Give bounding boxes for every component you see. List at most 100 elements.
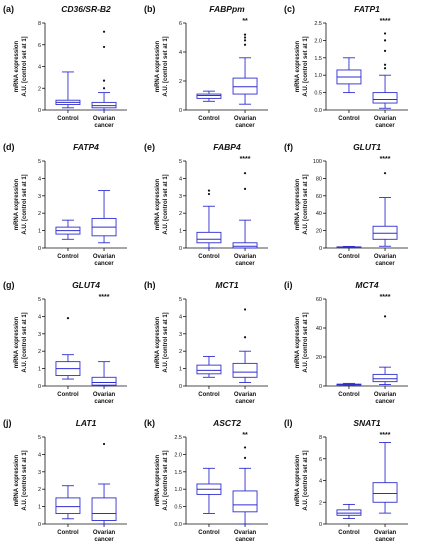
significance-stars: ****: [380, 432, 391, 439]
box-ovarian-cancer: [372, 92, 398, 104]
panel-letter: (i): [284, 280, 293, 290]
box-control: [55, 497, 81, 515]
x-tick-label-ovarian: Ovarian: [374, 116, 397, 122]
y-tick-label: 80: [316, 176, 322, 182]
panel-title: GLUT1: [353, 142, 381, 152]
panel-d: (d) FATP4 mRNA expression A.U. [control set…: [3, 142, 127, 267]
y-tick-label: 1.5: [314, 56, 322, 62]
panel-title: FATP4: [73, 142, 99, 152]
x-tick-label-ovarian: Ovarian: [234, 116, 257, 122]
y-tick-label: 1.0: [174, 487, 182, 493]
outlier-point: [243, 308, 247, 311]
x-tick-label-control: Control: [198, 116, 220, 122]
y-tick-label: 0.5: [174, 505, 182, 511]
panel-letter: (g): [3, 280, 15, 290]
panel-title: LAT1: [76, 418, 97, 428]
panel-l: (l) SNAT1 mRNA expression A.U. [control set…: [284, 418, 408, 543]
y-tick-label: 1.0: [314, 73, 322, 79]
y-axis-title-line1: mRNA expression: [295, 316, 301, 368]
box-control: [196, 231, 222, 244]
panel-title: SNAT1: [353, 418, 381, 428]
x-tick-label-cancer: cancer: [235, 261, 255, 267]
y-tick-label: 2: [179, 349, 182, 355]
x-tick-label-control: Control: [338, 116, 360, 122]
y-tick-label: 60: [316, 297, 322, 303]
x-tick-label-cancer: cancer: [375, 399, 395, 405]
y-tick-label: 2.5: [314, 21, 322, 27]
panel-h: (h) MCT1 mRNA expression A.U. [control set …: [144, 280, 268, 405]
y-tick-label: 20: [316, 355, 322, 361]
y-axis-title-line1: mRNA expression: [155, 40, 161, 92]
y-tick-label: 6: [38, 43, 41, 49]
box-ovarian-cancer: [372, 373, 398, 383]
outlier-point: [383, 32, 387, 35]
panel-letter: (d): [3, 142, 15, 152]
y-tick-label: 4: [38, 176, 41, 182]
y-axis-title-line1: mRNA expression: [14, 40, 20, 92]
significance-stars: ****: [380, 18, 391, 25]
outlier-point: [243, 33, 247, 36]
panel-c: (c) FATP1 mRNA expression A.U. [control set…: [284, 4, 408, 129]
outlier-point: [383, 67, 387, 70]
y-tick-label: 40: [316, 326, 322, 332]
panel-title: ASCT2: [212, 418, 241, 428]
y-tick-label: 1.5: [174, 470, 182, 476]
panel-letter: (l): [284, 418, 293, 428]
panel-letter: (b): [144, 4, 156, 14]
box-ovarian-cancer: [91, 497, 117, 521]
outlier-point: [383, 49, 387, 52]
panel-a: (a) CD36/SR-B2 mRNA expression A.U. [contro…: [3, 4, 127, 129]
outlier-point: [207, 189, 211, 192]
y-tick-label: 0: [179, 384, 182, 390]
y-axis-title-line2: A.U. [control set at 1]: [303, 312, 309, 372]
y-tick-label: 6: [319, 457, 322, 463]
y-tick-label: 5: [179, 297, 182, 303]
significance-stars: ****: [99, 294, 110, 301]
y-axis-title-line1: mRNA expression: [14, 454, 20, 506]
x-tick-label-cancer: cancer: [235, 537, 255, 543]
x-tick-label-ovarian: Ovarian: [234, 392, 257, 398]
significance-stars: **: [242, 18, 248, 25]
x-tick-label-control: Control: [198, 254, 220, 260]
panel-title: FABPpm: [209, 4, 245, 14]
significance-stars: ****: [240, 156, 251, 163]
outlier-point: [243, 36, 247, 39]
y-axis-title-line2: A.U. [control set at 1]: [22, 450, 28, 510]
significance-stars: **: [242, 432, 248, 439]
significance-stars: ****: [380, 156, 391, 163]
panel-title: GLUT4: [72, 280, 100, 290]
y-tick-label: 20: [316, 229, 322, 235]
y-tick-label: 1: [179, 229, 182, 235]
y-tick-label: 0: [319, 384, 322, 390]
x-tick-label-control: Control: [198, 530, 220, 536]
y-axis-title-line1: mRNA expression: [295, 178, 301, 230]
x-tick-label-control: Control: [198, 392, 220, 398]
y-axis-title-line1: mRNA expression: [155, 454, 161, 506]
y-tick-label: 3: [38, 194, 41, 200]
y-tick-label: 0.5: [314, 91, 322, 97]
panel-letter: (h): [144, 280, 156, 290]
box-ovarian-cancer: [232, 490, 258, 513]
y-tick-label: 3: [38, 470, 41, 476]
panel-i: (i) MCT4 mRNA expression A.U. [control set …: [284, 280, 408, 405]
x-tick-label-control: Control: [57, 392, 79, 398]
y-tick-label: 2: [38, 86, 41, 92]
y-axis-title-line2: A.U. [control set at 1]: [163, 174, 169, 234]
box-ovarian-cancer: [91, 376, 117, 386]
outlier-point: [243, 446, 247, 449]
x-tick-label-cancer: cancer: [235, 123, 255, 129]
outlier-point: [102, 442, 106, 446]
panel-title: CD36/SR-B2: [61, 4, 111, 14]
significance-stars: ****: [380, 294, 391, 301]
outlier-point: [383, 63, 387, 66]
y-axis-title-line1: mRNA expression: [14, 178, 20, 230]
x-tick-label-ovarian: Ovarian: [93, 392, 116, 398]
y-tick-label: 4: [38, 452, 41, 458]
y-tick-label: 4: [179, 176, 182, 182]
y-tick-label: 0: [38, 108, 41, 114]
y-axis-title-line2: A.U. [control set at 1]: [303, 36, 309, 96]
x-tick-label-cancer: cancer: [94, 537, 114, 543]
y-axis-title-line1: mRNA expression: [14, 316, 20, 368]
panel-letter: (e): [144, 142, 155, 152]
y-tick-label: 2.0: [314, 38, 322, 44]
